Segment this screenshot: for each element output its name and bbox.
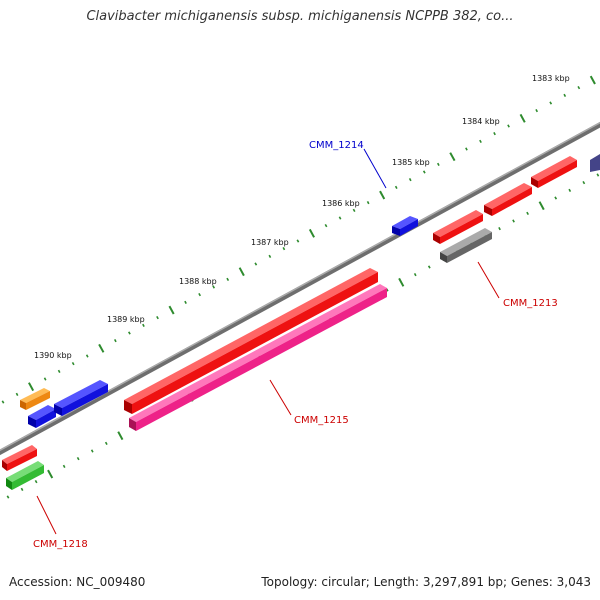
major-tick	[47, 469, 54, 479]
feature-red-left[interactable]	[2, 445, 37, 471]
gene-label-cmm-1218[interactable]: CMM_1218	[33, 539, 88, 550]
minor-tick	[526, 211, 529, 215]
minor-tick	[57, 369, 61, 373]
minor-tick	[296, 239, 300, 243]
minor-tick	[338, 216, 342, 220]
minor-tick	[535, 109, 539, 113]
major-tick	[168, 305, 175, 315]
feature-cmm-1215[interactable]	[129, 284, 387, 431]
gene-label-cmm-1213[interactable]: CMM_1213	[503, 298, 558, 309]
minor-tick	[90, 449, 94, 453]
tick-label-1383: 1383 kbp	[532, 74, 570, 83]
minor-tick	[71, 362, 75, 366]
minor-tick	[413, 273, 417, 277]
minor-tick	[507, 124, 510, 128]
gene-label-cmm-1214[interactable]: CMM_1214	[309, 140, 364, 151]
minor-tick	[554, 196, 558, 200]
major-tick	[398, 277, 405, 287]
minor-tick	[85, 354, 89, 358]
minor-tick	[577, 86, 581, 90]
minor-tick	[62, 464, 66, 468]
minor-tick	[113, 339, 117, 343]
tick-labels: 1383 kbp 1384 kbp 1385 kbp 1386 kbp 1387…	[34, 74, 570, 360]
minor-tick	[15, 392, 19, 396]
minor-tick	[408, 178, 412, 182]
feature-red-2[interactable]	[484, 183, 532, 216]
major-tick	[379, 190, 386, 200]
feature-red-1[interactable]	[433, 210, 483, 244]
feature-cmm-1213[interactable]	[440, 228, 492, 263]
feature-cmm-1214[interactable]	[392, 216, 418, 236]
major-tick	[98, 343, 105, 353]
backbone	[0, 121, 600, 456]
major-tick	[28, 382, 35, 392]
tick-label-1390: 1390 kbp	[34, 351, 72, 360]
minor-tick	[596, 173, 600, 177]
minor-tick	[142, 323, 145, 327]
minor-tick	[20, 487, 24, 491]
tick-label-1386: 1386 kbp	[322, 199, 360, 208]
map-title: Clavibacter michiganensis subsp. michiga…	[86, 9, 514, 24]
minor-tick	[76, 457, 80, 461]
minor-tick	[366, 201, 370, 205]
tick-label-1389: 1389 kbp	[107, 315, 145, 324]
feature-navy[interactable]	[590, 154, 600, 172]
minor-tick	[422, 170, 426, 174]
tick-label-1385: 1385 kbp	[392, 158, 430, 167]
minor-tick	[156, 316, 159, 320]
callout-lines	[36, 148, 500, 535]
minor-tick	[436, 162, 440, 166]
tick-label-1387: 1387 kbp	[251, 238, 289, 247]
outer-tick-row	[1, 75, 596, 404]
tick-label-1388: 1388 kbp	[179, 277, 217, 286]
minor-tick	[394, 185, 398, 189]
minor-tick	[498, 227, 501, 231]
minor-tick	[1, 400, 5, 404]
minor-tick	[324, 224, 328, 228]
feature-cmm-1215-red[interactable]	[124, 268, 378, 414]
major-tick	[117, 431, 124, 441]
minor-tick	[226, 277, 230, 281]
minor-tick	[582, 181, 586, 185]
minor-tick	[568, 188, 572, 192]
minor-tick	[282, 247, 286, 251]
major-tick	[538, 201, 545, 211]
minor-tick	[198, 293, 201, 297]
minor-tick	[184, 300, 187, 304]
minor-tick	[128, 331, 131, 335]
major-tick	[589, 75, 596, 85]
minor-tick	[512, 219, 515, 223]
major-tick	[308, 228, 315, 238]
gene-label-cmm-1215[interactable]: CMM_1215	[294, 415, 349, 426]
minor-tick	[254, 262, 258, 266]
minor-tick	[352, 208, 356, 212]
minor-tick	[465, 147, 468, 151]
major-tick	[449, 152, 456, 162]
accession-text: Accession: NC_009480	[9, 575, 146, 589]
feature-blue-small[interactable]	[28, 405, 56, 428]
minor-tick	[34, 480, 38, 484]
minor-tick	[212, 285, 216, 289]
topology-stats-text: Topology: circular; Length: 3,297,891 bp…	[261, 575, 591, 589]
feature-orange[interactable]	[20, 388, 50, 410]
feature-blue-large[interactable]	[54, 380, 108, 416]
minor-tick	[563, 93, 567, 97]
minor-tick	[479, 139, 482, 143]
major-tick	[519, 113, 526, 123]
minor-tick	[427, 265, 431, 269]
gene-labels: CMM_1214 CMM_1213 CMM_1215 CMM_1218	[33, 140, 558, 550]
feature-cmm-1218[interactable]	[6, 461, 44, 490]
minor-tick	[43, 377, 47, 381]
minor-tick	[104, 441, 108, 445]
major-tick	[238, 267, 245, 277]
minor-tick	[493, 132, 496, 136]
minor-tick	[549, 101, 553, 105]
minor-tick	[6, 495, 10, 499]
feature-red-3[interactable]	[531, 156, 577, 188]
minor-tick	[268, 254, 272, 258]
tick-label-1384: 1384 kbp	[462, 117, 500, 126]
